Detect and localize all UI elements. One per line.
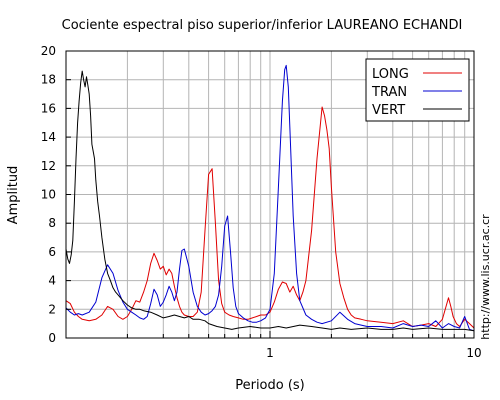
- y-tick-label: 4: [48, 274, 56, 288]
- x-tick-label: 10: [466, 346, 481, 360]
- website-label: http://www.lis.ucr.ac.cr: [479, 214, 492, 340]
- x-tick-label: 1: [266, 346, 274, 360]
- y-tick-label: 14: [41, 130, 56, 144]
- axis-ticks: 0 2 4 6 8 10 12 14 16 18 20 1 10: [41, 44, 482, 360]
- y-tick-label: 20: [41, 44, 56, 58]
- legend: LONG TRAN VERT: [365, 58, 470, 122]
- y-tick-label: 8: [48, 216, 56, 230]
- legend-label-vert: VERT: [372, 103, 405, 118]
- y-tick-label: 12: [41, 159, 56, 173]
- y-tick-label: 16: [41, 101, 56, 115]
- series-line-long: [65, 106, 475, 329]
- chart-title: Cociente espectral piso superior/inferio…: [62, 18, 463, 33]
- y-tick-label: 0: [48, 331, 56, 345]
- y-tick-label: 18: [41, 73, 56, 87]
- y-tick-label: 2: [48, 302, 56, 316]
- series-line-tran: [65, 64, 475, 332]
- legend-box: [365, 58, 470, 122]
- y-axis-label: Amplitud: [6, 166, 21, 225]
- y-tick-label: 6: [48, 245, 56, 259]
- legend-label-tran: TRAN: [371, 85, 407, 100]
- x-axis-label: Periodo (s): [235, 378, 305, 393]
- series-line-vert: [65, 70, 475, 332]
- y-tick-label: 10: [41, 188, 56, 202]
- legend-label-long: LONG: [372, 67, 409, 82]
- data-series: [65, 64, 475, 332]
